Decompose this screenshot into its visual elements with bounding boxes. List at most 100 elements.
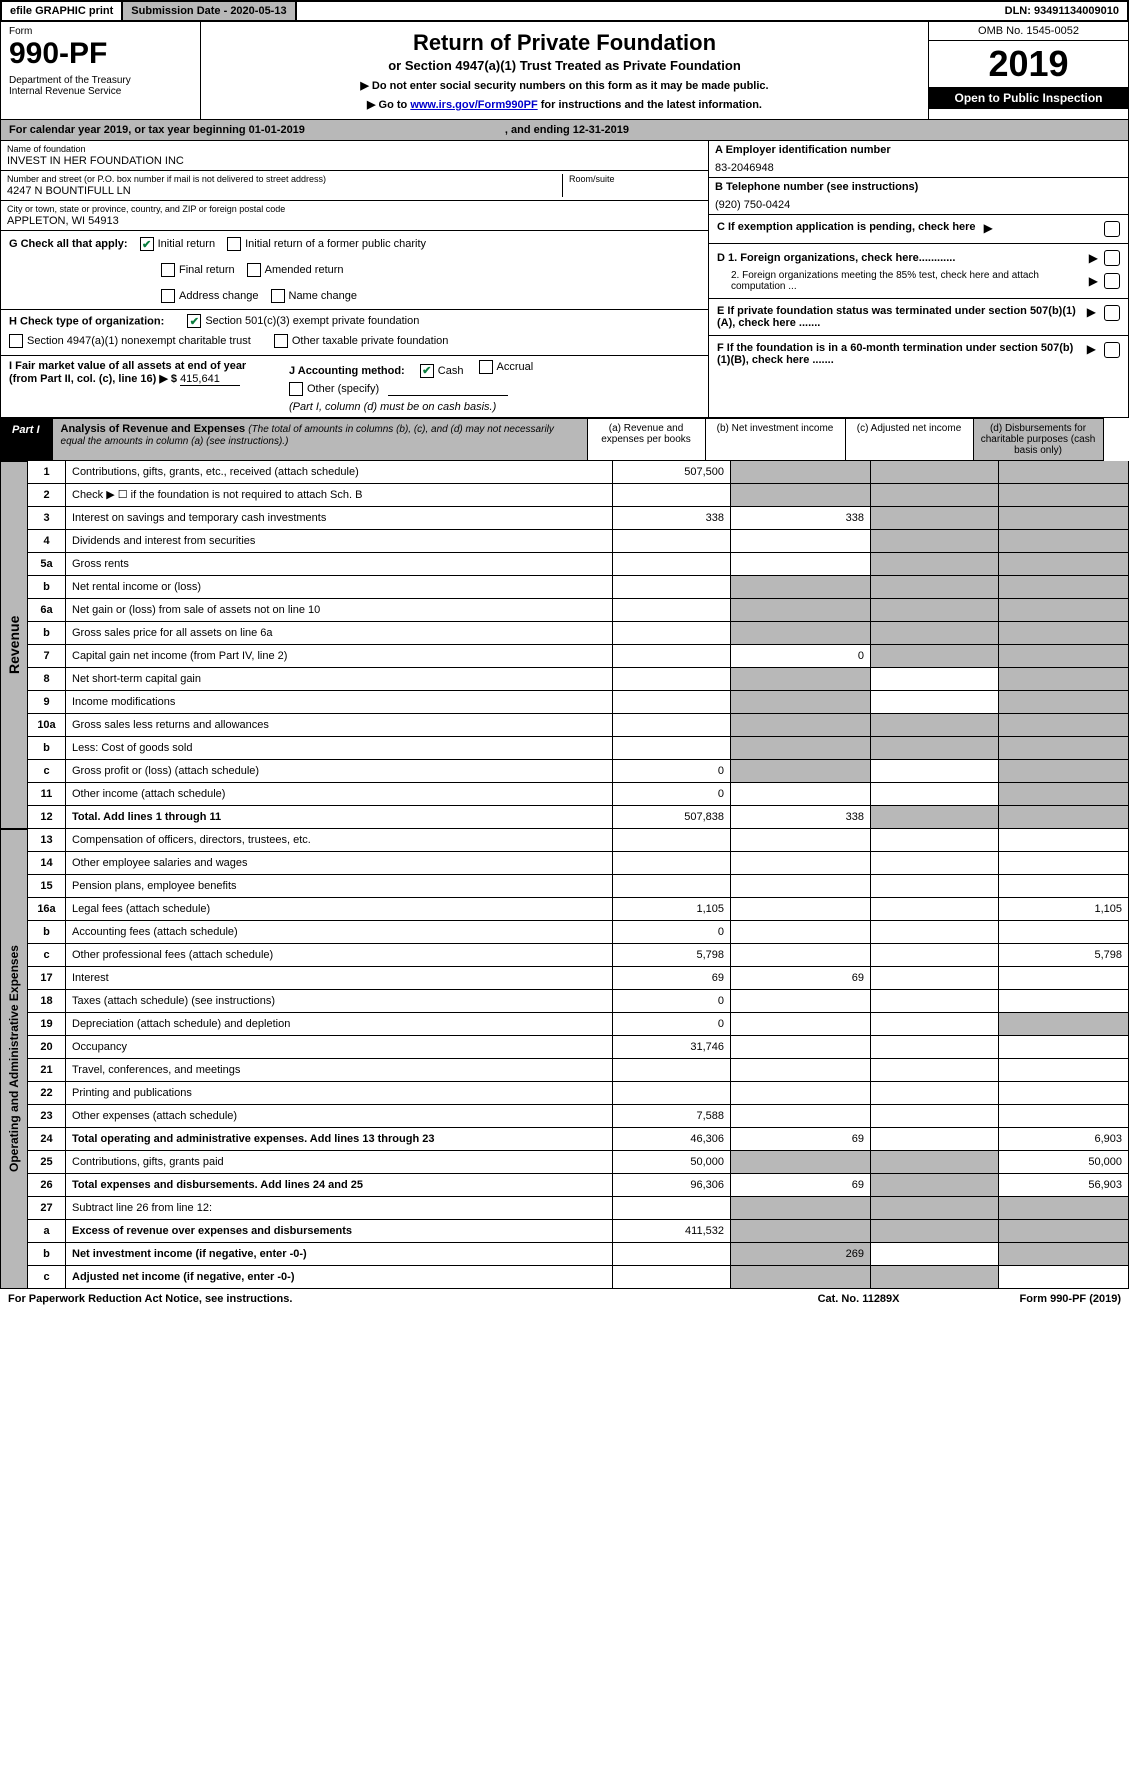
row-num: a (28, 1220, 66, 1242)
form-number: 990-PF (9, 37, 192, 71)
table-row: 2Check ▶ ☐ if the foundation is not requ… (28, 484, 1129, 507)
row-desc: Dividends and interest from securities (66, 530, 613, 552)
cell-a: 0 (613, 760, 731, 782)
cell-b: 69 (731, 1128, 871, 1150)
row-num: 9 (28, 691, 66, 713)
row-num: 15 (28, 875, 66, 897)
e-text: E If private foundation status was termi… (717, 305, 1079, 329)
efile-label[interactable]: efile GRAPHIC print (2, 2, 123, 20)
form-subtitle: or Section 4947(a)(1) Trust Treated as P… (209, 58, 920, 73)
row-desc: Net investment income (if negative, ente… (66, 1243, 613, 1265)
cell-d (999, 852, 1129, 874)
arrow-icon: ▶ (1089, 274, 1098, 288)
cb-other-taxable[interactable] (274, 334, 288, 348)
cell-b: 0 (731, 645, 871, 667)
lbl-accrual: Accrual (497, 361, 534, 373)
form-link[interactable]: www.irs.gov/Form990PF (410, 99, 537, 111)
cb-501c3[interactable] (187, 314, 201, 328)
row-num: 4 (28, 530, 66, 552)
cell-a (613, 829, 731, 851)
cb-address-change[interactable] (161, 289, 175, 303)
table-row: 25Contributions, gifts, grants paid50,00… (28, 1151, 1129, 1174)
cb-initial-former[interactable] (227, 237, 241, 251)
row-num: 1 (28, 461, 66, 483)
phone-label: B Telephone number (see instructions) (715, 181, 1122, 193)
cell-b (731, 461, 871, 483)
tax-year: 2019 (929, 41, 1128, 87)
cell-b (731, 1151, 871, 1173)
cell-d (999, 1243, 1129, 1265)
cell-c (871, 783, 999, 805)
dln: DLN: 93491134009010 (997, 2, 1127, 20)
table-row: 23Other expenses (attach schedule)7,588 (28, 1105, 1129, 1128)
row-num: 21 (28, 1059, 66, 1081)
cell-b (731, 1105, 871, 1127)
table-row: bAccounting fees (attach schedule)0 (28, 921, 1129, 944)
ein-value: 83-2046948 (715, 162, 1122, 174)
cell-c (871, 967, 999, 989)
arrow-icon: ▶ (984, 221, 993, 235)
cb-d2[interactable] (1104, 273, 1120, 289)
table-row: 6aNet gain or (loss) from sale of assets… (28, 599, 1129, 622)
row-num: 26 (28, 1174, 66, 1196)
row-num: 8 (28, 668, 66, 690)
cell-a (613, 714, 731, 736)
cell-d: 50,000 (999, 1151, 1129, 1173)
cb-c[interactable] (1104, 221, 1120, 237)
table-row: 16aLegal fees (attach schedule)1,1051,10… (28, 898, 1129, 921)
table-row: 27Subtract line 26 from line 12: (28, 1197, 1129, 1220)
row-desc: Other professional fees (attach schedule… (66, 944, 613, 966)
cb-initial-return[interactable] (140, 237, 154, 251)
cell-c (871, 553, 999, 575)
cb-d1[interactable] (1104, 250, 1120, 266)
form-title: Return of Private Foundation (209, 30, 920, 56)
cell-d (999, 967, 1129, 989)
row-num: c (28, 760, 66, 782)
cell-c (871, 1174, 999, 1196)
cell-d (999, 783, 1129, 805)
cb-amended[interactable] (247, 263, 261, 277)
cell-b (731, 530, 871, 552)
cell-b (731, 737, 871, 759)
cell-b (731, 760, 871, 782)
cell-a: 5,798 (613, 944, 731, 966)
address-label: Number and street (or P.O. box number if… (7, 174, 562, 184)
cb-4947[interactable] (9, 334, 23, 348)
arrow-icon: ▶ (1087, 342, 1096, 356)
cell-a (613, 1197, 731, 1219)
col-a-header: (a) Revenue and expenses per books (588, 418, 706, 461)
form-header: Form 990-PF Department of the Treasury I… (0, 22, 1129, 120)
row-desc: Printing and publications (66, 1082, 613, 1104)
cb-accrual[interactable] (479, 360, 493, 374)
cell-a (613, 622, 731, 644)
row-desc: Gross profit or (loss) (attach schedule) (66, 760, 613, 782)
j-note: (Part I, column (d) must be on cash basi… (289, 401, 700, 413)
cell-b (731, 576, 871, 598)
cell-a: 0 (613, 783, 731, 805)
lbl-other-tax: Other taxable private foundation (292, 335, 449, 347)
lbl-address: Address change (179, 290, 259, 302)
col-c-header: (c) Adjusted net income (846, 418, 974, 461)
cell-b (731, 714, 871, 736)
cell-b (731, 783, 871, 805)
cell-c (871, 1013, 999, 1035)
cell-c (871, 898, 999, 920)
cell-a (613, 1059, 731, 1081)
row-desc: Interest on savings and temporary cash i… (66, 507, 613, 529)
cb-e[interactable] (1104, 305, 1120, 321)
table-row: 21Travel, conferences, and meetings (28, 1059, 1129, 1082)
cb-other-method[interactable] (289, 382, 303, 396)
cell-b (731, 1082, 871, 1104)
cb-f[interactable] (1104, 342, 1120, 358)
row-desc: Subtract line 26 from line 12: (66, 1197, 613, 1219)
table-row: cAdjusted net income (if negative, enter… (28, 1266, 1129, 1289)
cell-d (999, 921, 1129, 943)
part1-tab: Part I (0, 418, 52, 461)
table-row: 9Income modifications (28, 691, 1129, 714)
dept-label: Department of the Treasury Internal Reve… (9, 75, 192, 97)
g-label: G Check all that apply: (9, 238, 128, 250)
row-num: 7 (28, 645, 66, 667)
cb-cash[interactable] (420, 364, 434, 378)
cb-name-change[interactable] (271, 289, 285, 303)
cb-final[interactable] (161, 263, 175, 277)
